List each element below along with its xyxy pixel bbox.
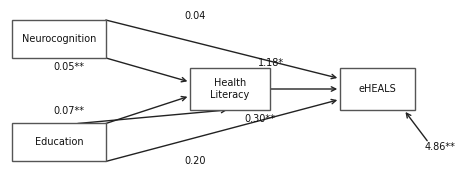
Text: 0.07**: 0.07** bbox=[54, 106, 85, 116]
FancyBboxPatch shape bbox=[190, 68, 270, 110]
Text: 0.30**: 0.30** bbox=[244, 114, 275, 124]
Text: 4.86**: 4.86** bbox=[424, 142, 455, 152]
Text: Education: Education bbox=[35, 137, 83, 147]
FancyBboxPatch shape bbox=[12, 20, 106, 58]
Text: 1.18*: 1.18* bbox=[258, 58, 284, 68]
Text: Health
Literacy: Health Literacy bbox=[210, 78, 250, 100]
FancyBboxPatch shape bbox=[340, 68, 415, 110]
Text: 0.20: 0.20 bbox=[184, 156, 206, 166]
Text: 0.04: 0.04 bbox=[184, 11, 206, 20]
Text: 0.05**: 0.05** bbox=[54, 62, 85, 72]
Text: eHEALS: eHEALS bbox=[359, 84, 396, 94]
Text: Neurocognition: Neurocognition bbox=[22, 34, 96, 44]
FancyBboxPatch shape bbox=[12, 124, 106, 161]
